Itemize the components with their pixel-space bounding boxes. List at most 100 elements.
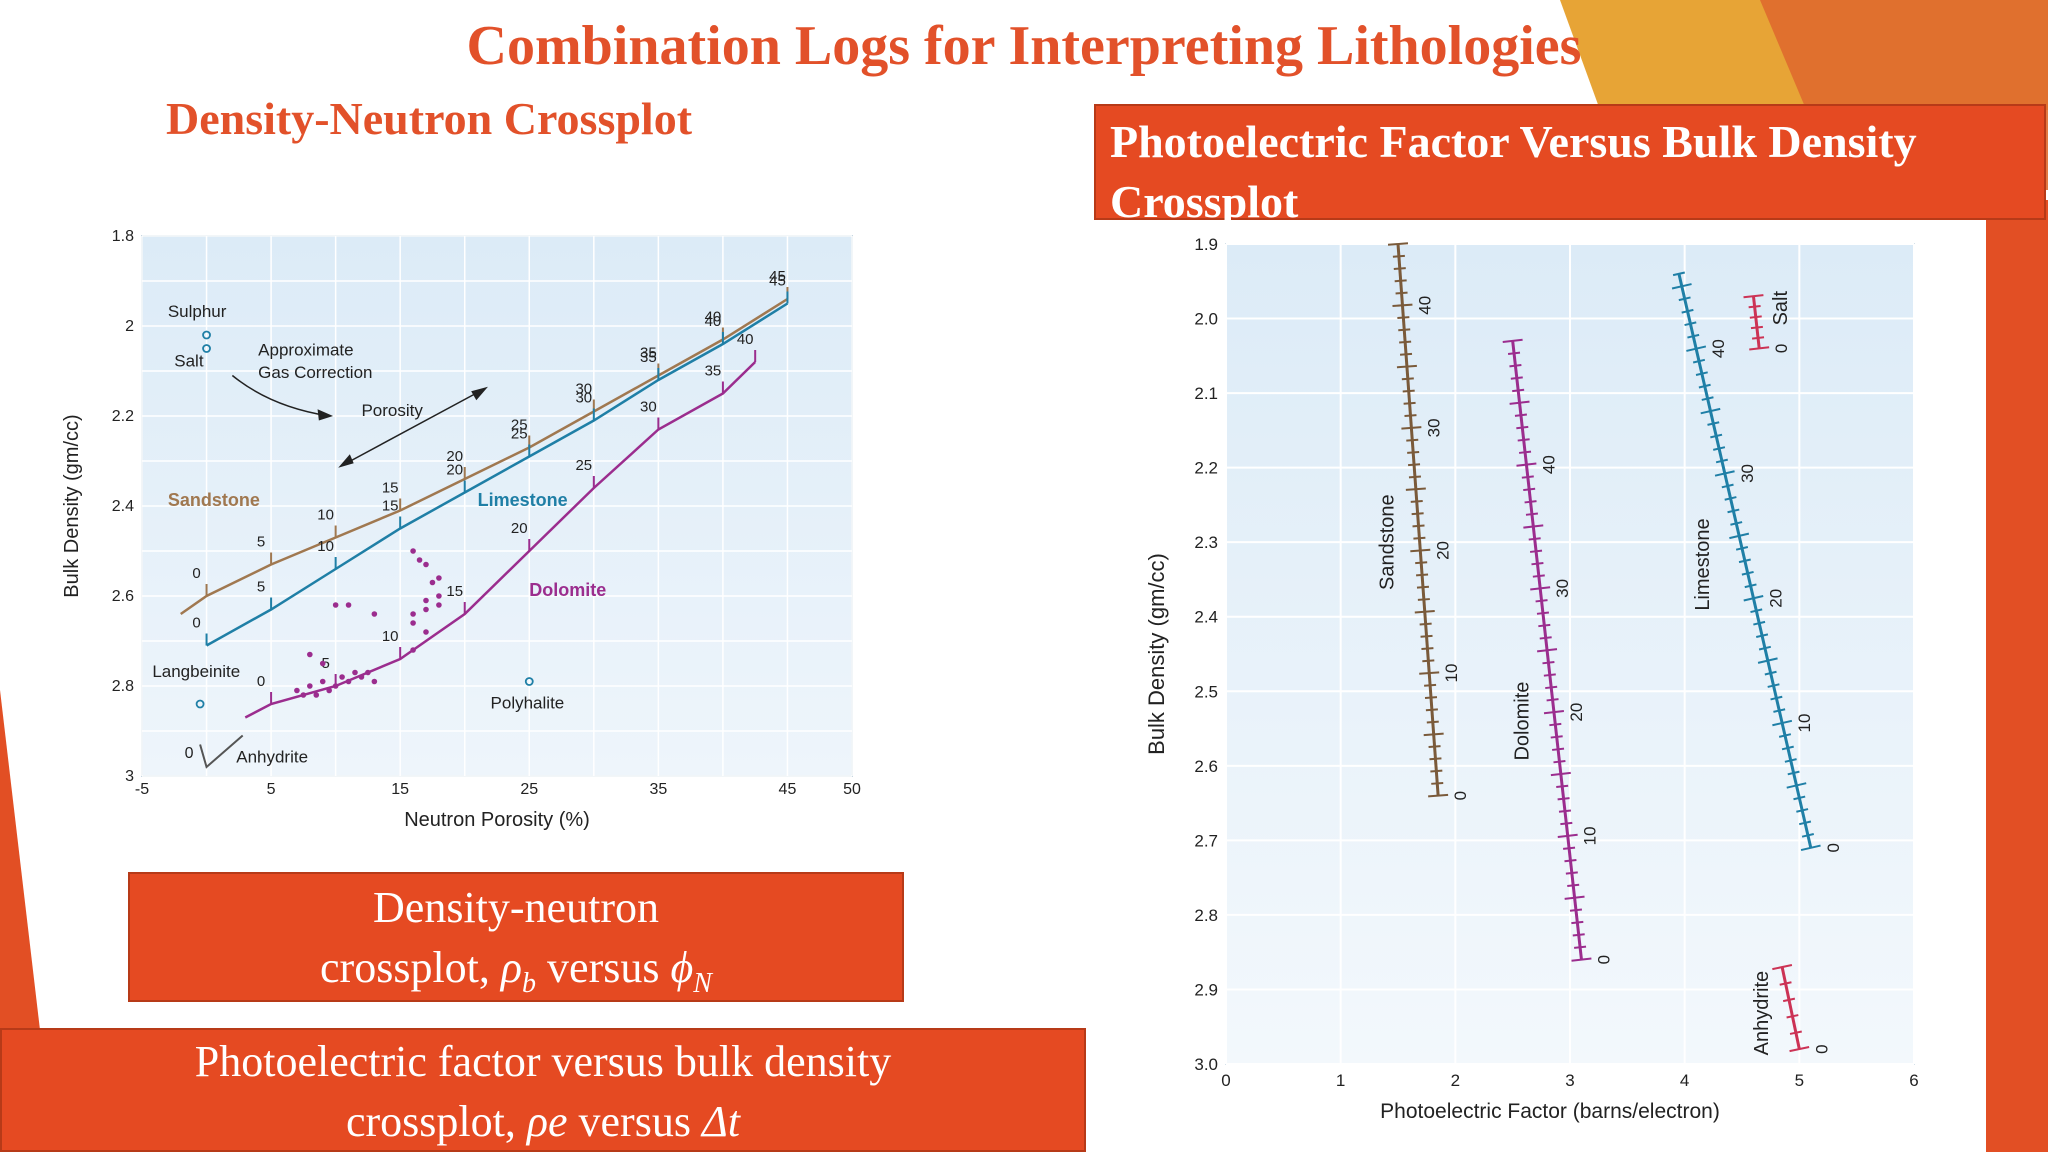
point-label-sulphur: Sulphur [168, 302, 227, 321]
caption1-rho-sub: b [522, 967, 537, 999]
scatter-point [326, 687, 332, 694]
porosity-tick [1517, 438, 1530, 442]
x-tick-label: 15 [391, 781, 409, 798]
porosity-tick [1510, 376, 1523, 380]
scatter-point [371, 678, 378, 685]
y-tick-label: 2.0 [1194, 310, 1218, 329]
porosity-tick [1413, 536, 1426, 540]
porosity-tick [1770, 695, 1783, 701]
porosity-tick [1424, 683, 1437, 687]
caption1-rho: ρ [500, 943, 523, 992]
porosity-tick [1772, 719, 1793, 727]
series-porosity-label: 45 [769, 268, 786, 285]
porosity-tick [1686, 345, 1707, 352]
x-tick-label: 50 [843, 781, 861, 798]
porosity-tick [1684, 321, 1697, 327]
series-name-sandstone: Sandstone [1377, 494, 1399, 590]
porosity-tick [1546, 698, 1559, 702]
porosity-tick [1782, 997, 1796, 1003]
scatter-point [423, 597, 429, 604]
porosity-tick [1781, 745, 1794, 751]
porosity-label: 30 [1553, 579, 1572, 598]
porosity-tick [1753, 620, 1766, 626]
y-tick-label: 3 [125, 768, 134, 785]
porosity-label: 0 [1451, 791, 1470, 800]
porosity-tick [1748, 304, 1761, 309]
porosity-tick [1403, 401, 1416, 405]
y-tick-label: 2 [125, 318, 134, 335]
porosity-label: 20 [1567, 703, 1586, 722]
porosity-tick [1549, 722, 1562, 727]
porosity-tick [1800, 844, 1821, 852]
series-name-dolomite: Dolomite [529, 580, 606, 600]
porosity-tick [1528, 537, 1541, 541]
porosity-tick [1419, 622, 1432, 626]
slide-title: Combination Logs for Interpreting Lithol… [466, 15, 1582, 77]
porosity-tick [1539, 636, 1552, 640]
caption1-line1: Density-neutron [373, 883, 659, 932]
porosity-tick [1730, 521, 1743, 526]
porosity-tick [1545, 685, 1558, 690]
porosity-tick [1715, 458, 1729, 464]
porosity-tick [1416, 573, 1429, 577]
porosity-label: 0 [1812, 1044, 1831, 1053]
y-tick-label: 1.9 [1194, 235, 1218, 254]
scatter-point [319, 678, 326, 685]
porosity-tick [1402, 389, 1415, 393]
porosity-tick [1744, 583, 1757, 589]
porosity-label: 40 [1709, 339, 1728, 358]
porosity-tick [1430, 769, 1443, 773]
porosity-label: 30 [1738, 464, 1757, 483]
porosity-tick [1564, 858, 1577, 863]
y-tick-label: 2.2 [112, 408, 134, 425]
porosity-tick [1778, 733, 1792, 738]
porosity-tick [1516, 462, 1537, 467]
series-porosity-label: 0 [192, 565, 200, 582]
caption1-line2: crossplot, ρb versus ϕN [130, 938, 902, 1014]
porosity-tick [1721, 483, 1734, 489]
porosity-tick [1420, 634, 1433, 638]
porosity-tick [1789, 1030, 1802, 1035]
scatter-point [423, 606, 429, 613]
series-porosity-label: 0 [192, 615, 200, 632]
series-name-limestone: Limestone [1692, 518, 1714, 610]
x-tick-label: 4 [1680, 1071, 1689, 1090]
porosity-tick [1401, 377, 1414, 381]
series-porosity-label: 25 [511, 426, 528, 443]
porosity-tick [1398, 328, 1411, 332]
porosity-tick [1749, 315, 1762, 319]
porosity-arrowhead-down [338, 454, 354, 468]
porosity-tick [1787, 770, 1800, 776]
porosity-tick [1535, 599, 1548, 603]
porosity-tick [1772, 964, 1793, 971]
series-porosity-label: 40 [705, 309, 722, 326]
annotation-anhydrite: Anhydrite [236, 748, 308, 767]
scatter-point [410, 548, 416, 554]
scatter-point [307, 683, 313, 689]
porosity-tick [1789, 1046, 1810, 1053]
porosity-tick [1395, 291, 1408, 295]
porosity-tick [1801, 833, 1815, 838]
series-porosity-label: 15 [382, 498, 399, 515]
porosity-tick [1410, 499, 1423, 503]
porosity-tick [1572, 933, 1585, 937]
porosity-tick [1414, 610, 1435, 614]
y-tick-label: 2.4 [112, 498, 134, 515]
porosity-tick [1392, 254, 1405, 258]
porosity-tick [1564, 895, 1585, 900]
porosity-tick [1738, 558, 1751, 564]
porosity-tick [1550, 771, 1571, 777]
porosity-tick [1523, 487, 1536, 492]
porosity-tick [1399, 352, 1413, 356]
porosity-tick [1678, 296, 1691, 302]
porosity-tick [1695, 371, 1708, 376]
porosity-tick [1394, 279, 1407, 283]
caption1-phi-sub: N [693, 967, 712, 999]
porosity-label: 20 [1433, 541, 1452, 560]
porosity-tick [1567, 883, 1580, 888]
porosity-tick [1741, 570, 1754, 576]
scatter-point [307, 651, 313, 658]
porosity-tick [1425, 708, 1438, 712]
series-name-limestone: Limestone [478, 490, 568, 510]
